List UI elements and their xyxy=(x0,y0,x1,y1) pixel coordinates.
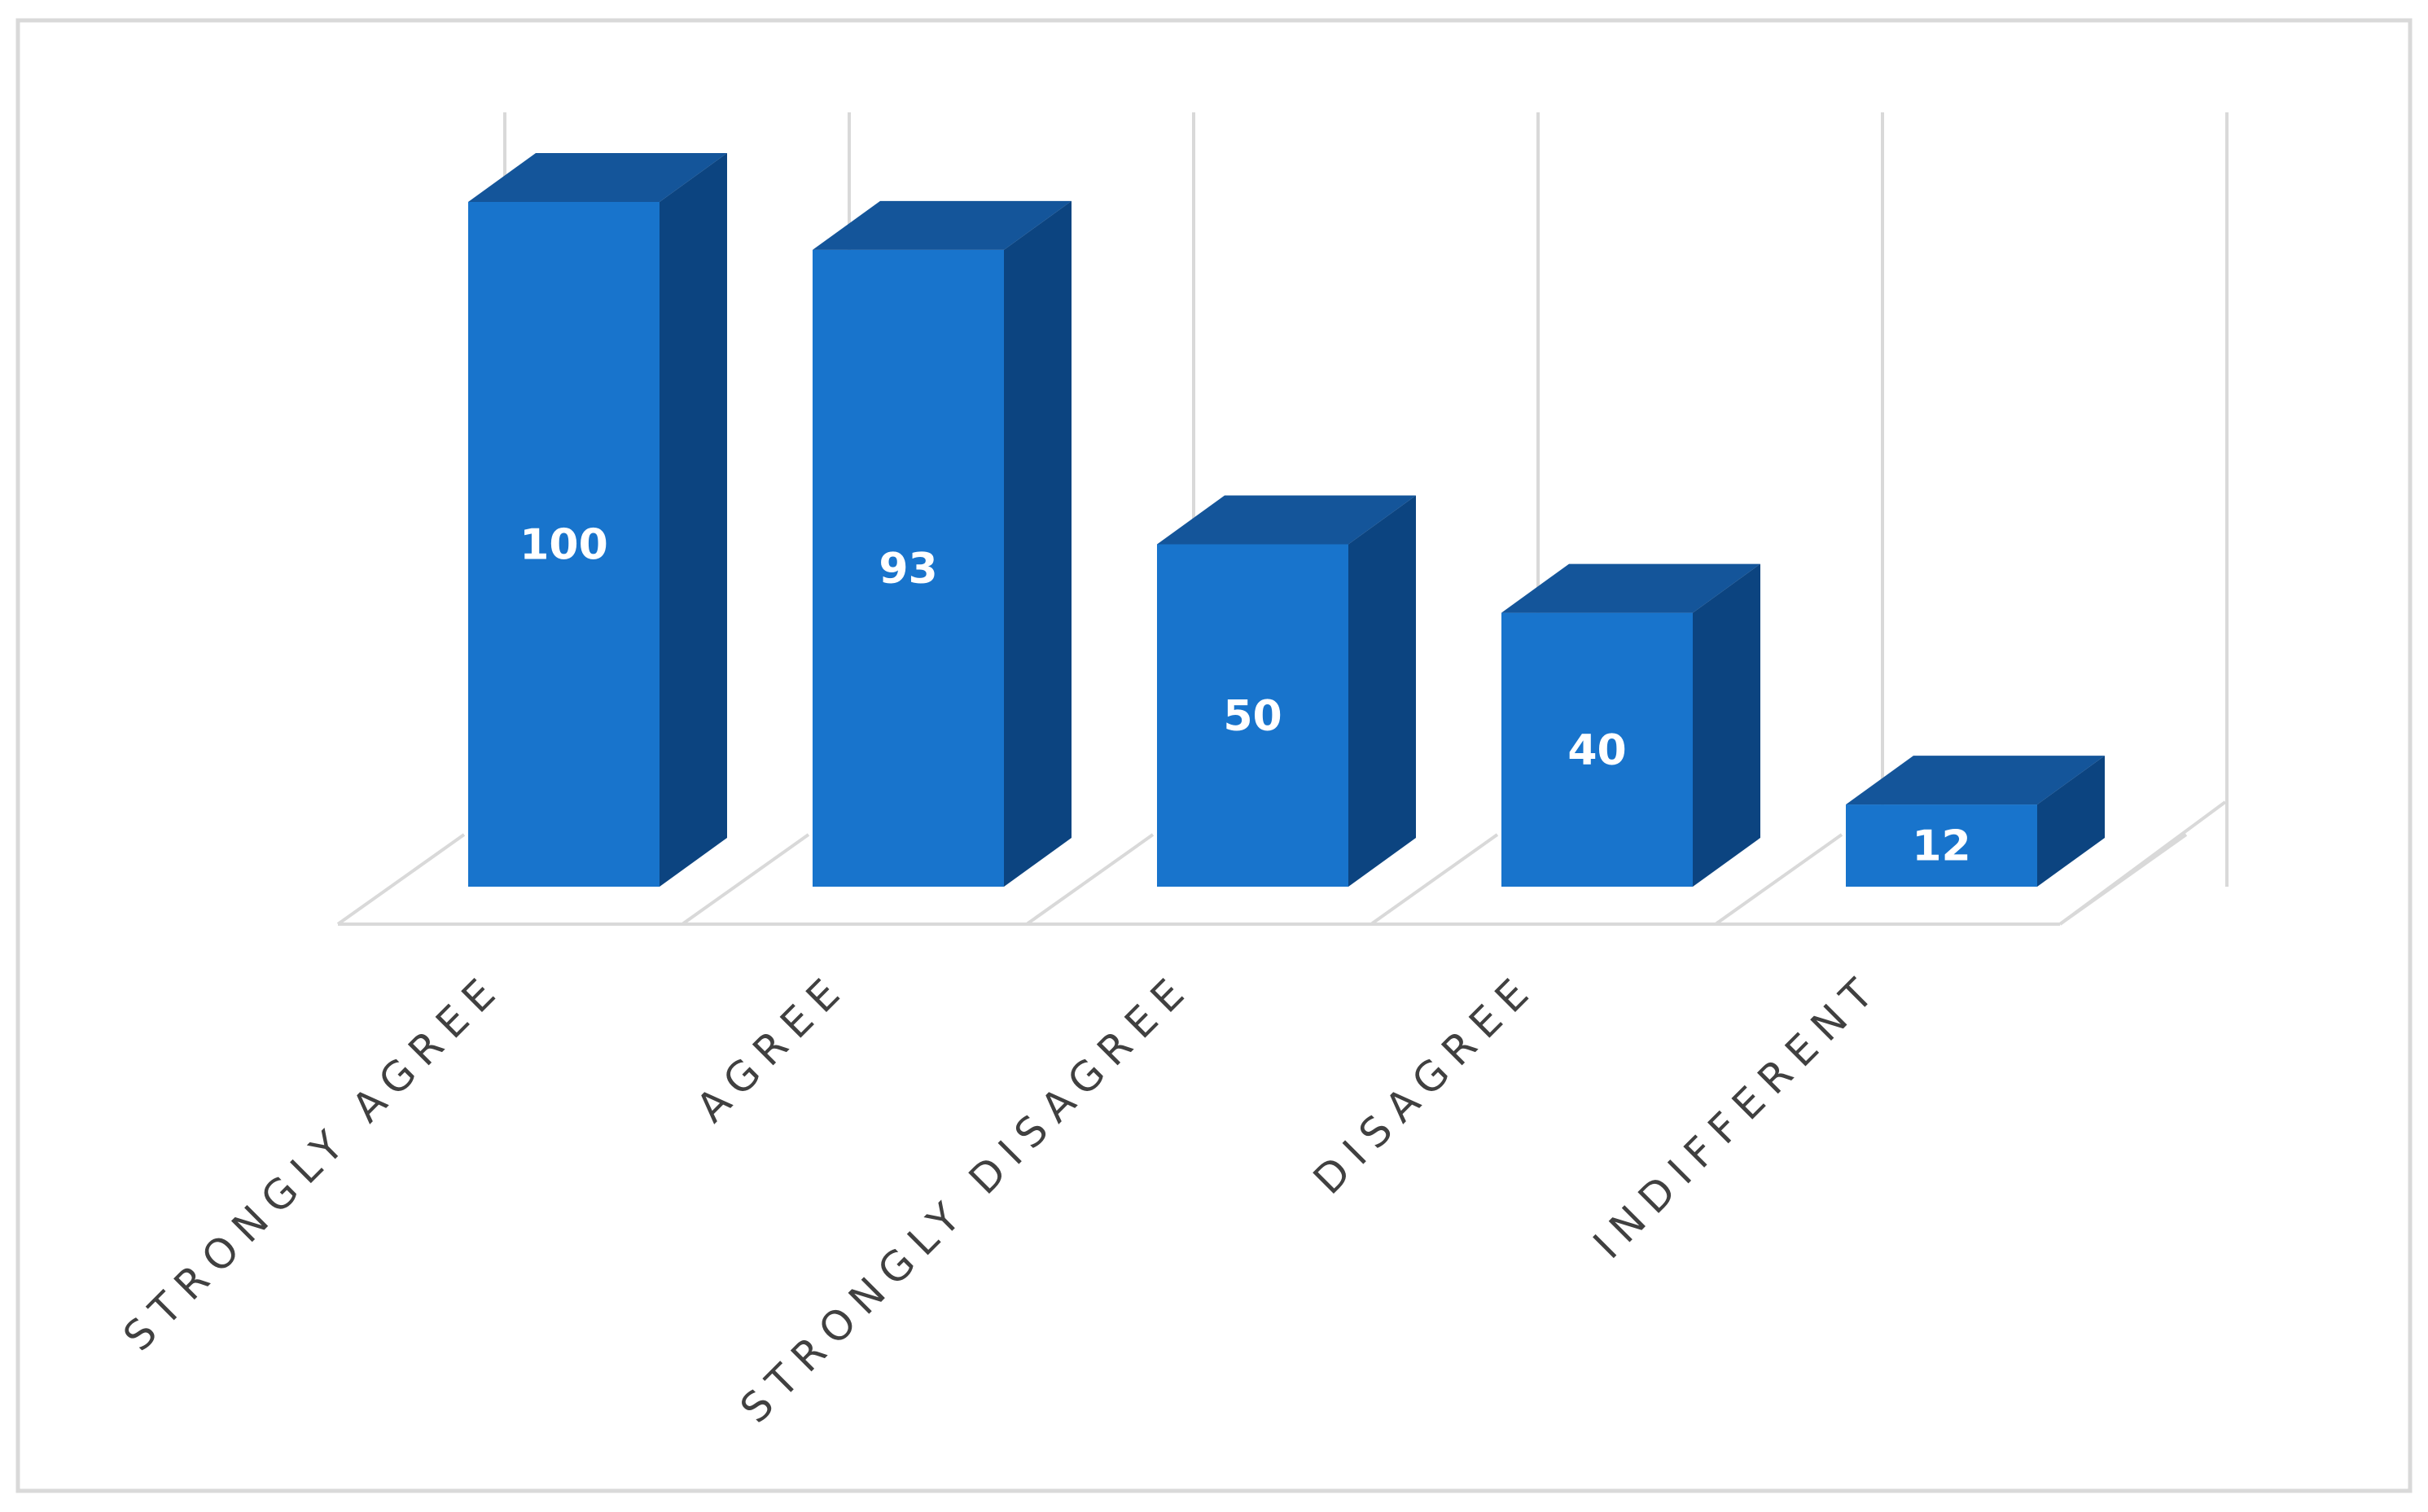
bar-top xyxy=(1846,756,2105,805)
bar-top xyxy=(1157,495,1416,545)
data-label: 12 xyxy=(1912,822,1970,871)
data-labels: 100 93 50 40 12 xyxy=(519,521,1970,871)
bar-top xyxy=(1501,563,1760,613)
bar-front xyxy=(1501,612,1693,887)
bars xyxy=(468,153,2105,887)
data-label: 100 xyxy=(519,521,608,570)
bar-side xyxy=(1348,495,1416,887)
bar-top xyxy=(813,200,1072,250)
bar-side xyxy=(1693,563,1760,887)
floor-divider xyxy=(1370,833,1499,926)
bar-side xyxy=(2037,756,2105,887)
bar-side xyxy=(660,153,727,887)
bar-front xyxy=(813,249,1004,887)
bar-front xyxy=(1157,544,1348,887)
floor-divider xyxy=(1025,833,1155,926)
bar-top xyxy=(468,153,727,202)
data-label: 50 xyxy=(1223,692,1282,741)
bar-front xyxy=(468,202,660,887)
floor-divider xyxy=(1714,833,1843,926)
data-label: 93 xyxy=(879,545,937,594)
bar-front xyxy=(1846,804,2037,887)
floor-divider xyxy=(336,833,466,926)
floor-divider xyxy=(681,833,810,926)
data-label: 40 xyxy=(1567,726,1626,775)
bar-side xyxy=(1004,200,1072,887)
floor-right-edge xyxy=(2058,800,2227,926)
